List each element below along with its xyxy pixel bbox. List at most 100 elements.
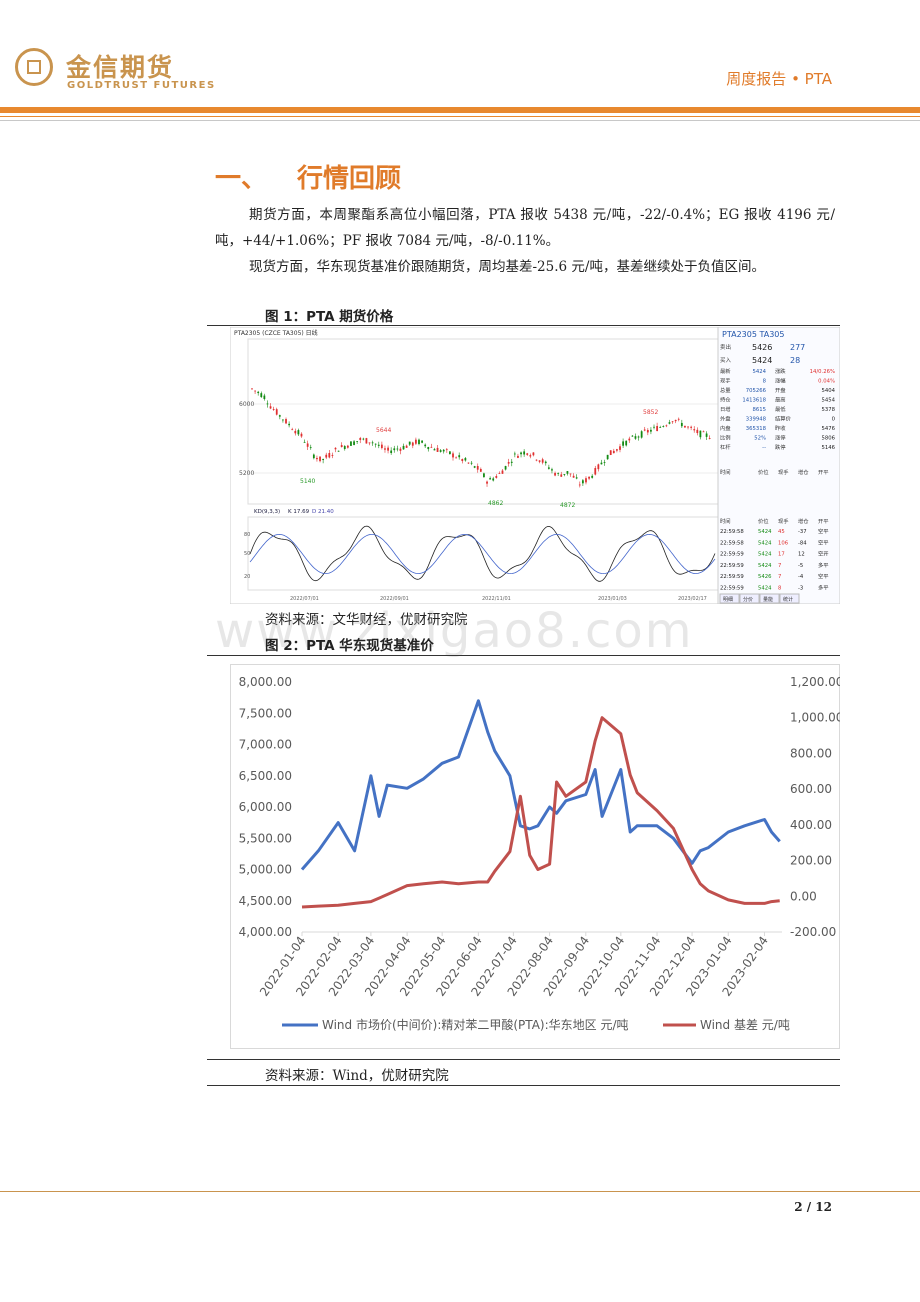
candle-body [371, 442, 374, 444]
candle-body [625, 440, 628, 446]
bid-price: 5424 [752, 356, 772, 365]
candle-body [566, 471, 569, 474]
left-axis-tick: 4,000.00 [239, 925, 292, 939]
pta-spot-chart: 4,000.00 4,500.00 5,000.00 5,500.00 6,000.00… [230, 664, 840, 1049]
candle-body [297, 430, 300, 435]
quote-label: 外盘 [720, 415, 731, 423]
candle-body [668, 422, 671, 424]
candle-body [254, 390, 256, 392]
candle-body [278, 415, 281, 417]
candle-body [288, 423, 291, 426]
candle-body [393, 448, 396, 451]
candle-body [414, 439, 417, 444]
tick-cell: 5424 [758, 540, 772, 546]
candlesticks [251, 388, 711, 488]
tick-cell: 5424 [758, 529, 772, 535]
tick-cell: 多平 [818, 584, 829, 592]
candle-body [257, 391, 260, 394]
tick-cell: 22:59:59 [720, 563, 744, 569]
candle-body [520, 452, 522, 455]
legend: Wind 市场价(中间价):精对苯二甲酸(PTA):华东地区 元/吨 Wind … [282, 1017, 790, 1032]
quote-label: 涨幅 [775, 377, 786, 385]
candle-body [637, 436, 640, 438]
section-number: 一、 [215, 164, 268, 194]
candle-body [609, 450, 612, 455]
tick-header: 增仓 [798, 517, 809, 525]
candle-body [421, 440, 423, 443]
candle-body [650, 429, 652, 432]
brand-name-en: GOLDTRUST FUTURES [67, 80, 216, 91]
candle-body [411, 442, 414, 446]
candle-body [467, 462, 470, 464]
candle-body [588, 476, 590, 479]
candle-body [408, 441, 411, 445]
figure2-source: 资料来源：Wind，优财研究院 [265, 1068, 449, 1084]
candle-body [563, 474, 566, 475]
candle-body [263, 395, 266, 400]
candle-body [269, 406, 272, 409]
left-axis-tick: 8,000.00 [239, 675, 292, 689]
candle-body [594, 468, 597, 475]
right-axis-tick: 0.00 [790, 889, 817, 903]
right-axis-tick: 400.00 [790, 818, 832, 832]
candle-body [312, 454, 315, 459]
candle-body [578, 484, 581, 486]
paragraph-spot: 现货方面，华东现货基准价跟随期货，周均基差-25.6 元/吨，基差继续处于负值区… [249, 259, 765, 275]
candle-body [275, 409, 278, 415]
section-heading: 一、 行情回顾 [215, 158, 401, 195]
quote-label: 昨收 [775, 424, 786, 432]
candle-body [554, 472, 556, 476]
quote-label: 开盘 [775, 386, 786, 394]
kd-d-value: D 21.40 [312, 509, 334, 515]
bottom-tab [779, 593, 800, 604]
candle-body [659, 427, 662, 428]
candle-body [572, 475, 575, 478]
tick-cell: 7 [778, 574, 781, 580]
tick-header: 现手 [778, 468, 789, 476]
quote-value: 0.04% [818, 379, 835, 385]
tick-cell: -4 [798, 574, 804, 580]
candle-body [334, 447, 337, 450]
figure1-caption: 图 1：PTA 期货价格 [265, 309, 394, 325]
quote-value: 5476 [822, 426, 836, 432]
candle-body [585, 478, 587, 483]
quote-label: 比例 [720, 434, 731, 442]
candle-body [418, 439, 420, 445]
candle-body [340, 445, 343, 448]
candle-body [325, 454, 328, 458]
kd-title: KD(9,3,3) [254, 509, 280, 515]
candle-body [390, 450, 393, 454]
candle-body [353, 441, 355, 445]
kd-k-line [249, 525, 716, 582]
candle-body [495, 475, 498, 478]
tick-cell: 22:59:59 [720, 586, 744, 592]
tick-cell: -5 [798, 563, 803, 569]
candle-body [671, 421, 674, 423]
legend-label-basis: Wind 基差 元/吨 [700, 1018, 790, 1032]
quote-label: 日增 [720, 405, 731, 413]
candle-body [690, 426, 693, 428]
candle-panel [247, 338, 719, 505]
candle-body [532, 452, 535, 456]
candle-body [470, 462, 473, 464]
candle-body [402, 445, 405, 450]
candle-body [696, 429, 699, 434]
candle-body [646, 430, 649, 433]
point-label: 4862 [488, 500, 503, 507]
candle-body [489, 478, 492, 480]
candle-body [551, 469, 553, 471]
quote-value: 5404 [822, 388, 836, 394]
price-label: 6000 [239, 401, 254, 408]
bottom-tab [759, 593, 780, 604]
tick-cell: 多平 [818, 561, 829, 569]
candle-body [322, 458, 325, 460]
tick-header: 开平 [818, 518, 829, 525]
kd-tick: 50 [244, 551, 250, 557]
quote-value: 14/0.26% [810, 369, 835, 375]
kd-d-line [249, 533, 716, 575]
figure2-caption: 图 2：PTA 华东现货基准价 [265, 638, 434, 654]
candle-body [356, 441, 359, 442]
candle-body [260, 393, 263, 398]
right-axis-ticks: -200.00 0.00 200.00 400.00 600.00 800.00 1,000… [790, 675, 840, 939]
tick-header: 开平 [818, 469, 829, 476]
